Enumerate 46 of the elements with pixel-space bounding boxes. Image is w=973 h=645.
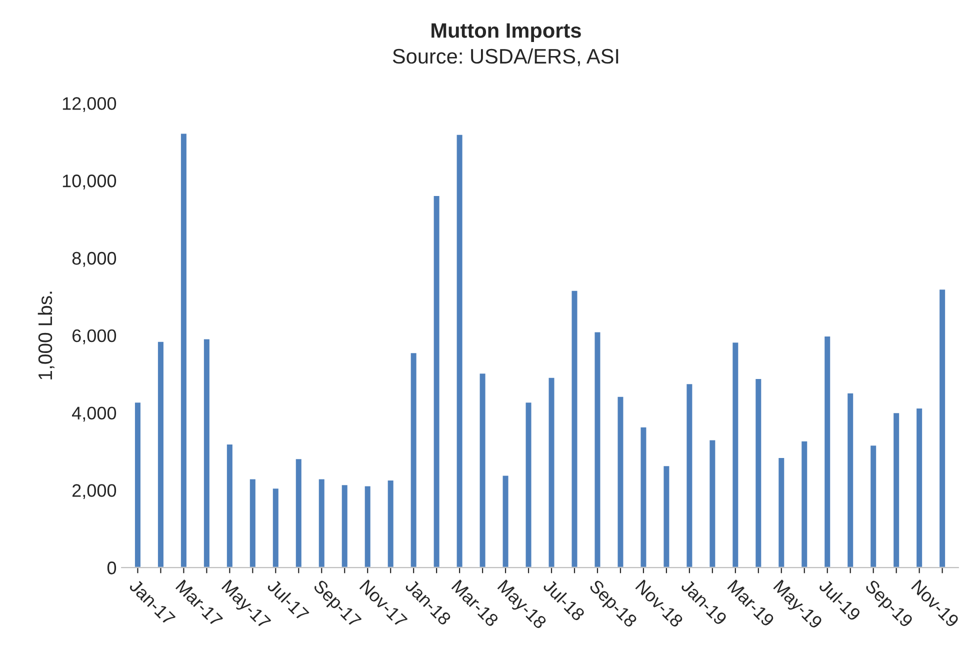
bar (846, 392, 855, 568)
y-axis-title: 1,000 Lbs. (38, 292, 54, 380)
bar (134, 401, 142, 568)
bar (593, 330, 602, 568)
y-tick-label: 8,000 (72, 252, 116, 267)
bar (248, 478, 257, 568)
bar (226, 443, 234, 568)
bar (156, 340, 165, 568)
bar (202, 338, 211, 568)
y-tick-label: 12,000 (62, 97, 116, 112)
bar (570, 289, 579, 568)
bar (708, 438, 717, 568)
y-tick-label: 10,000 (62, 174, 116, 190)
bar (869, 444, 878, 568)
bar (294, 458, 303, 568)
y-tick-label: 0 (107, 562, 116, 574)
bar (317, 478, 326, 568)
y-tick-label: 4,000 (72, 406, 116, 422)
bar (915, 407, 924, 568)
bar (754, 378, 763, 568)
bar (777, 456, 786, 568)
bar (938, 288, 946, 568)
bar (455, 133, 464, 568)
bar (892, 412, 900, 568)
bar (386, 479, 395, 568)
chart-subtitle: Source: USDA/ERS, ASI (392, 48, 618, 66)
chart-title: Mutton Imports (432, 23, 581, 42)
bar (409, 352, 418, 568)
bar (823, 335, 832, 568)
bar (180, 132, 188, 568)
bar (501, 474, 510, 568)
bar (363, 484, 372, 568)
bar (616, 395, 625, 568)
bar (547, 376, 556, 568)
bar (272, 487, 280, 568)
bar (340, 484, 349, 568)
y-tick-label: 6,000 (72, 329, 116, 344)
bar (731, 341, 740, 568)
bar (524, 401, 533, 568)
bar (800, 440, 809, 568)
y-tick-label: 2,000 (72, 484, 116, 500)
bar (662, 464, 671, 568)
bar (478, 372, 487, 568)
bar (685, 382, 694, 568)
bar (432, 194, 441, 568)
bar (639, 426, 648, 568)
